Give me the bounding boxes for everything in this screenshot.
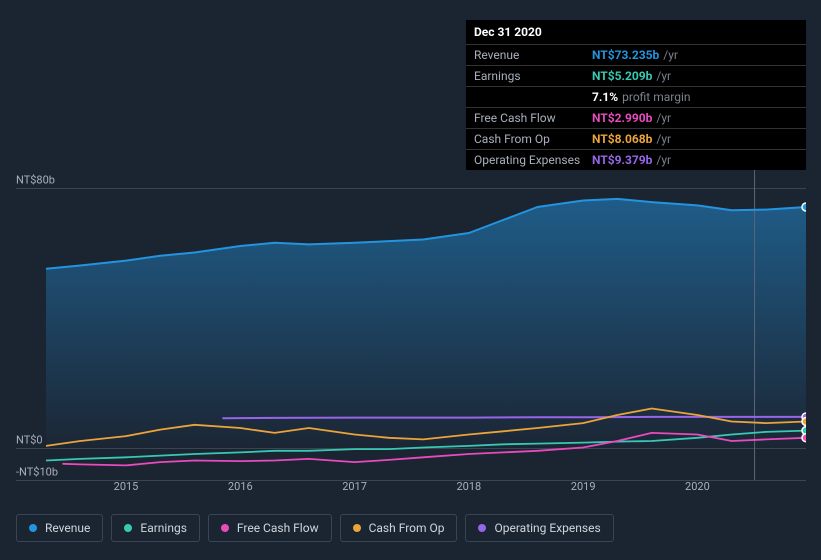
legend-dot-icon (478, 524, 486, 532)
x-tick-label: 2015 (114, 480, 139, 493)
y-tick-label: NT$0 (16, 433, 43, 446)
legend-dot-icon (353, 524, 361, 532)
chart-area: NT$80bNT$0-NT$10b (16, 155, 806, 480)
series-marker-revenue (802, 203, 806, 211)
series-marker-cash_from_op (802, 418, 806, 426)
tooltip-row: EarningsNT$5.209b/yr (466, 66, 806, 87)
x-tick-label: 2017 (342, 480, 367, 493)
series-area-revenue (46, 199, 806, 448)
tooltip-label: Cash From Op (474, 133, 592, 145)
x-axis: 2015 2016 2017 2018 2019 2020 (46, 480, 806, 500)
tooltip-value: NT$5.209b (592, 70, 652, 82)
tooltip-margin-text: profit margin (622, 91, 690, 103)
legend-label: Operating Expenses (494, 521, 600, 535)
tooltip-suffix: /yr (656, 133, 671, 145)
legend-item-fcf[interactable]: Free Cash Flow (208, 514, 332, 542)
tooltip-row: Cash From OpNT$8.068b/yr (466, 129, 806, 150)
x-tick-label: 2020 (685, 480, 710, 493)
tooltip-row: Free Cash FlowNT$2.990b/yr (466, 108, 806, 129)
tooltip-suffix: /yr (656, 112, 671, 124)
tooltip-row: 7.1% profit margin (466, 87, 806, 108)
x-tick-label: 2018 (456, 480, 481, 493)
legend-label: Earnings (140, 521, 187, 535)
legend: Revenue Earnings Free Cash Flow Cash From O… (16, 514, 614, 542)
tooltip-label: Operating Expenses (474, 154, 592, 166)
tooltip-value: NT$8.068b (592, 133, 652, 145)
legend-dot-icon (124, 524, 132, 532)
x-tick-label: 2019 (571, 480, 596, 493)
tooltip-margin-pct: 7.1% (592, 91, 618, 103)
legend-dot-icon (29, 524, 37, 532)
tooltip-value: NT$73.235b (592, 49, 659, 61)
legend-label: Cash From Op (369, 521, 445, 535)
tooltip-suffix: /yr (656, 154, 671, 166)
x-tick-label: 2016 (228, 480, 253, 493)
tooltip-value: NT$2.990b (592, 112, 652, 124)
tooltip-value: NT$9.379b (592, 154, 652, 166)
tooltip-label: Free Cash Flow (474, 112, 592, 124)
legend-label: Revenue (45, 521, 90, 535)
series-marker-fcf (802, 434, 806, 442)
tooltip-row: Operating ExpensesNT$9.379b/yr (466, 150, 806, 170)
tooltip-label: Revenue (474, 49, 592, 61)
tooltip-label: Earnings (474, 70, 592, 82)
legend-item-cash_from_op[interactable]: Cash From Op (340, 514, 458, 542)
legend-label: Free Cash Flow (237, 521, 319, 535)
tooltip-row: RevenueNT$73.235b/yr (466, 45, 806, 66)
chart-plot[interactable] (46, 155, 806, 480)
legend-dot-icon (221, 524, 229, 532)
tooltip-suffix: /yr (656, 70, 671, 82)
legend-item-revenue[interactable]: Revenue (16, 514, 103, 542)
tooltip-suffix: /yr (663, 49, 678, 61)
legend-item-op_exp[interactable]: Operating Expenses (465, 514, 613, 542)
tooltip-date: Dec 31 2020 (466, 20, 806, 45)
tooltip-card: Dec 31 2020 RevenueNT$73.235b/yrEarnings… (466, 20, 806, 170)
legend-item-earnings[interactable]: Earnings (111, 514, 200, 542)
